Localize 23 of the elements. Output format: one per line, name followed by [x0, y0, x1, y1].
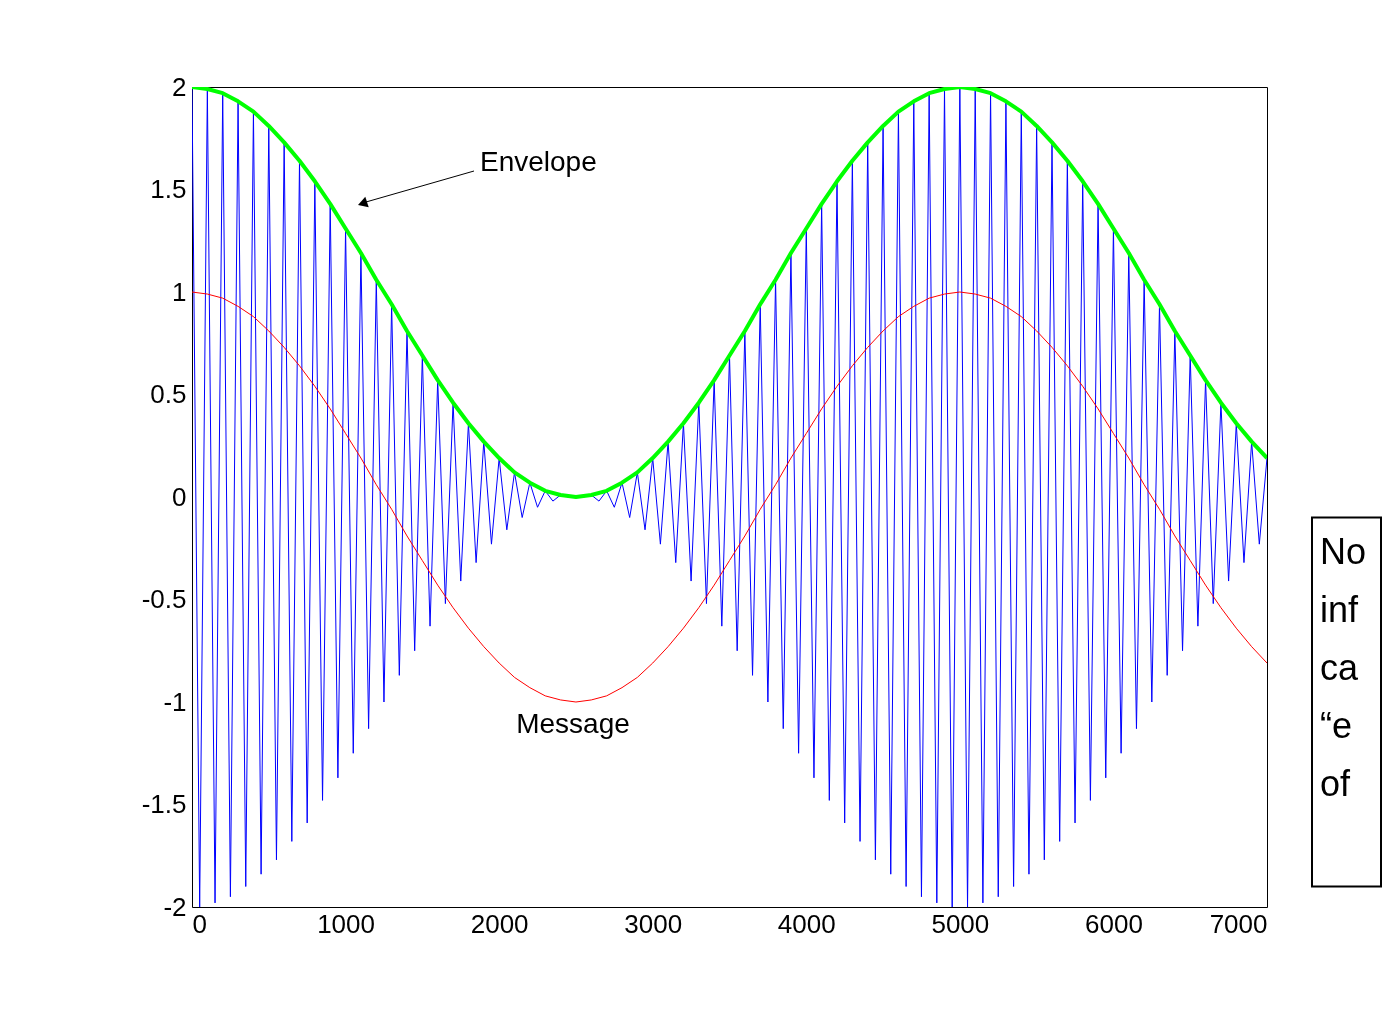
y-tick-label: -0.5 — [141, 584, 187, 614]
x-tick-label: 4000 — [777, 908, 836, 939]
y-tick-label: -1 — [163, 686, 187, 717]
y-tick-label: 0.5 — [150, 379, 187, 409]
x-tick-label: 0 — [192, 908, 207, 939]
y-tick-label: -1.5 — [141, 789, 187, 819]
annotation: Message — [516, 708, 630, 739]
x-tick-label: 2000 — [470, 908, 529, 939]
y-tick-label: 1 — [172, 276, 187, 307]
x-tick-label: 6000 — [1085, 908, 1143, 939]
y-tick-label: 0 — [172, 481, 187, 512]
line-series — [192, 87, 1267, 907]
x-tick-label: 5000 — [931, 908, 990, 939]
text: No inf ca “e of — [1320, 530, 1367, 804]
line-series — [192, 291, 1267, 703]
x-tick-label: 7000 — [1209, 908, 1268, 939]
y-tick-label: 2 — [172, 71, 187, 102]
y-tick-label: 1.5 — [150, 174, 187, 204]
y-tick-label: -2 — [163, 891, 187, 922]
x-tick-label: 1000 — [317, 908, 375, 939]
annotation: Envelope — [480, 146, 597, 177]
x-tick-label: 3000 — [624, 908, 683, 939]
line-series — [192, 87, 1267, 499]
